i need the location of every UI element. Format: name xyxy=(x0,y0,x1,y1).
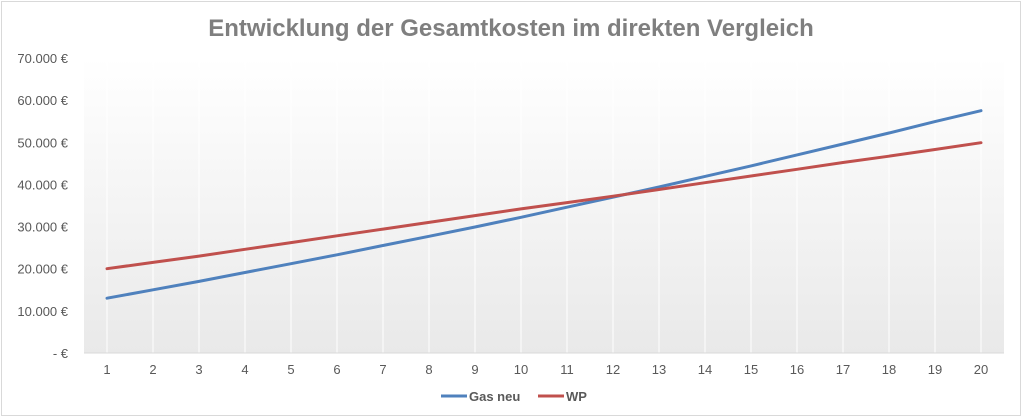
x-tick-label: 4 xyxy=(241,362,248,377)
y-tick-label: 60.000 € xyxy=(17,93,68,108)
y-tick-label: 10.000 € xyxy=(17,304,68,319)
x-tick-label: 20 xyxy=(974,362,988,377)
legend-label: Gas neu xyxy=(469,389,520,404)
x-tick-label: 6 xyxy=(333,362,340,377)
x-tick-label: 1 xyxy=(103,362,110,377)
y-tick-label: 40.000 € xyxy=(17,177,68,192)
x-tick-label: 2 xyxy=(149,362,156,377)
y-axis: - € 10.000 € 20.000 € 30.000 € 40.000 € 50.00… xyxy=(17,51,68,361)
x-tick-label: 12 xyxy=(606,362,620,377)
series-lines xyxy=(105,109,983,300)
y-tick-label: 30.000 € xyxy=(17,220,68,235)
legend-label: WP xyxy=(566,389,587,404)
x-tick-label: 10 xyxy=(514,362,528,377)
x-tick-label: 7 xyxy=(379,362,386,377)
x-tick-label: 11 xyxy=(560,362,574,377)
grid-lines xyxy=(84,58,1004,354)
x-tick-label: 13 xyxy=(652,362,666,377)
x-tick-label: 9 xyxy=(471,362,478,377)
legend: Gas neu WP xyxy=(441,389,587,404)
x-tick-label: 3 xyxy=(195,362,202,377)
x-tick-label: 17 xyxy=(836,362,850,377)
x-tick-label: 18 xyxy=(882,362,896,377)
series-line-0 xyxy=(105,109,983,300)
x-tick-label: 16 xyxy=(790,362,804,377)
y-tick-label: 50.000 € xyxy=(17,135,68,150)
y-tick-label: 70.000 € xyxy=(17,51,68,66)
chart-title: Entwicklung der Gesamtkosten im direkten… xyxy=(208,15,814,42)
x-tick-label: 14 xyxy=(698,362,712,377)
y-tick-label: - € xyxy=(53,346,69,361)
x-tick-label: 8 xyxy=(425,362,432,377)
x-tick-label: 5 xyxy=(287,362,294,377)
x-axis: 1 2 3 4 5 6 7 8 9 10 11 12 13 14 15 16 17 18 19 20 xyxy=(103,362,988,377)
x-tick-label: 19 xyxy=(928,362,942,377)
y-tick-label: 20.000 € xyxy=(17,262,68,277)
series-line-1 xyxy=(105,141,983,271)
x-tick-label: 15 xyxy=(744,362,758,377)
